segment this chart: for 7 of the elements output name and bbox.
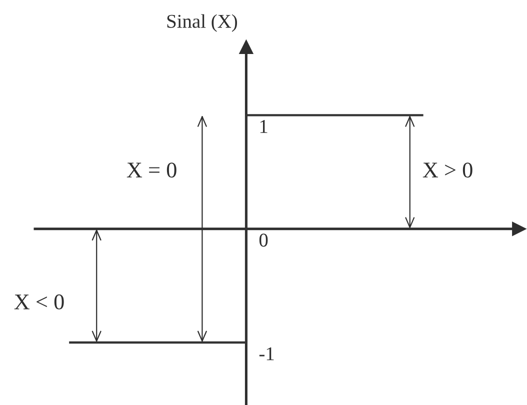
y-tick-label: 1: [260, 120, 268, 133]
y-tick-label: -1: [259, 347, 274, 360]
y-tick-label: 0: [259, 234, 268, 247]
annotation: X > 0: [422, 162, 472, 178]
annotation: X = 0: [126, 162, 176, 178]
annotation: X < 0: [14, 294, 64, 310]
y-axis-title: Sinal (X): [167, 14, 238, 32]
